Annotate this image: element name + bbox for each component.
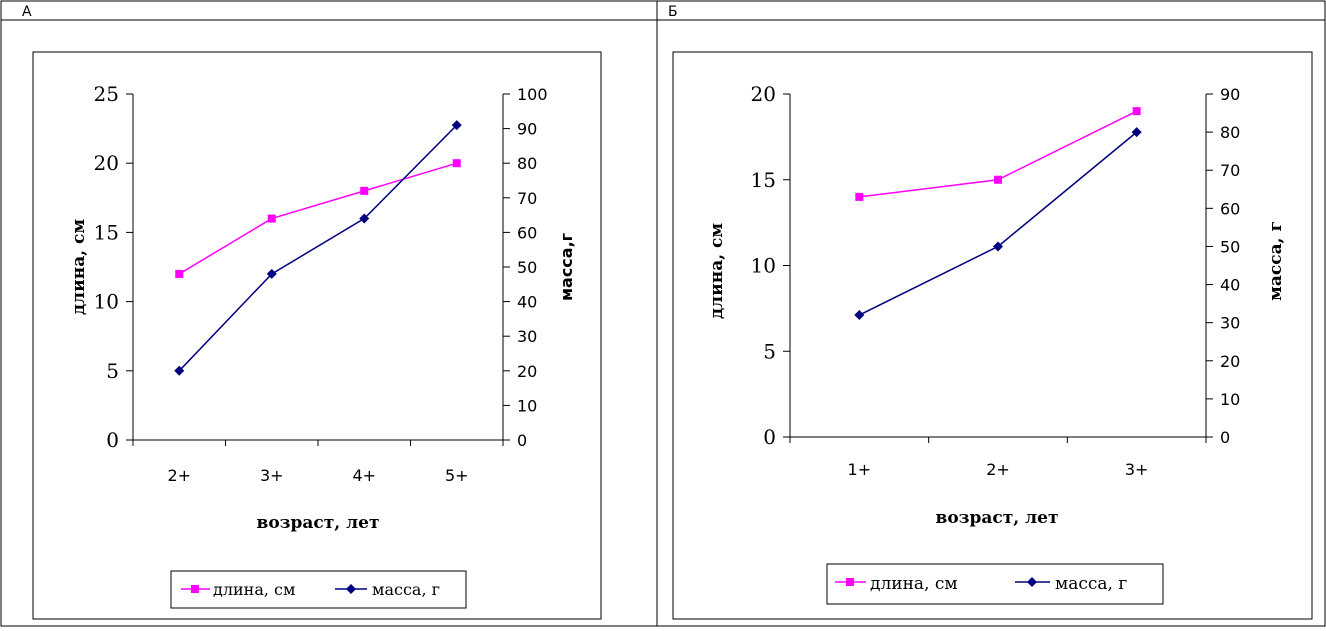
panel-label-a: А: [22, 4, 32, 20]
chart-b-y2tick-label: 90: [1220, 85, 1240, 104]
legend-a-square-marker: [191, 585, 199, 593]
chart-a-y2tick-label: 20: [517, 362, 537, 381]
chart-b-ytick-label: 15: [751, 168, 776, 192]
chart-a-y2tick-label: 100: [517, 85, 548, 104]
chart-b-y2label: масса, г: [1266, 221, 1286, 301]
chart-a-frame: [32, 51, 602, 620]
chart-a-point-mass: [266, 268, 277, 279]
chart-b-plot: 0 5 10 15 20 0 10 20 30 40 50 60 70 80 90 1+ 2+ 3+: [751, 82, 1241, 479]
chart-a-xtick-label: 4+: [352, 466, 376, 485]
chart-a-y2tick-label: 40: [517, 293, 537, 312]
chart-b-ytick-label: 20: [751, 82, 776, 106]
chart-b-ylabel: длина, см: [707, 223, 727, 320]
chart-a-ylabel: длина, см: [69, 219, 89, 316]
legend-a-label-mass: масса, г: [372, 580, 440, 599]
chart-a-y2tick-label: 10: [517, 396, 537, 415]
chart-a-ytick-label: 15: [94, 220, 119, 244]
chart-b-point-mass: [993, 241, 1003, 252]
chart-a-legend: длина, см масса, г: [170, 570, 467, 609]
chart-b-y2tick-label: 70: [1220, 161, 1240, 180]
chart-a-point-length: [452, 159, 461, 168]
chart-b-xtick-label: 2+: [986, 460, 1010, 479]
chart-b-ytick-label: 0: [763, 425, 776, 449]
chart-a-xtick-label: 5+: [445, 466, 469, 485]
chart-a-xlabel: возраст, лет: [257, 513, 380, 533]
chart-a-point-mass: [174, 365, 185, 376]
chart-a-point-mass: [359, 213, 370, 224]
chart-a-plot: 0 5 10 15 20 25 0 10 20 30 40 50 60 70 80 90 100 2+ 3+ 4+ 5+: [94, 82, 548, 485]
chart-b-point-length: [1132, 107, 1141, 116]
chart-b-y2tick-label: 10: [1220, 390, 1240, 409]
chart-b-frame: [672, 51, 1313, 620]
chart-b-xtick-label: 3+: [1125, 460, 1149, 479]
chart-a-point-length: [175, 269, 184, 278]
legend-b-diamond-marker: [1027, 577, 1037, 587]
chart-a-ytick-label: 20: [94, 151, 119, 175]
chart-a-point-length: [360, 186, 369, 195]
chart-b-point-length: [994, 175, 1002, 184]
chart-b-series-line-mass: [859, 131, 1138, 316]
legend-b-label-mass: масса, г: [1055, 574, 1127, 594]
chart-a-xtick-label: 3+: [260, 466, 284, 485]
chart-b-y2tick-label: 0: [1220, 428, 1230, 447]
legend-a-label-length: длина, см: [213, 580, 295, 599]
chart-a-xtick-label: 2+: [167, 466, 191, 485]
chart-b-series-line-length: [859, 110, 1137, 198]
chart-a-y2tick-label: 60: [517, 223, 537, 242]
chart-b-point-length: [855, 192, 864, 201]
chart-a-y2tick-label: 70: [517, 189, 537, 208]
chart-b-legend: длина, см масса, г: [826, 563, 1164, 605]
chart-b-y2tick-label: 60: [1220, 199, 1240, 218]
chart-a-series-line-length: [178, 162, 457, 275]
legend-a-diamond-marker: [346, 584, 356, 594]
chart-a-series-line-mass: [178, 124, 458, 372]
chart-b-y2tick-label: 40: [1220, 276, 1240, 295]
chart-a-y2tick-label: 80: [517, 154, 537, 173]
chart-a-y2tick-label: 50: [517, 258, 537, 277]
chart-b-xtick-label: 1+: [848, 460, 872, 479]
chart-a-ytick-label: 25: [94, 82, 119, 106]
chart-b-y2tick-label: 30: [1220, 314, 1240, 333]
chart-b-xlabel: возраст, лет: [936, 508, 1059, 528]
chart-a-point-mass: [451, 120, 462, 131]
chart-a-ytick-label: 10: [94, 290, 119, 314]
chart-b-ytick-label: 5: [763, 339, 776, 363]
chart-a-y2tick-label: 0: [517, 431, 527, 450]
chart-b-point-mass: [1131, 127, 1142, 138]
chart-b-y2tick-label: 50: [1220, 237, 1240, 256]
legend-b-label-length: длина, см: [870, 574, 958, 594]
chart-a-y2tick-label: 90: [517, 120, 537, 139]
chart-a-y2label: масса,г: [557, 233, 576, 301]
chart-b-point-mass: [854, 310, 865, 321]
chart-a-ytick-label: 0: [106, 428, 119, 452]
chart-b-y2tick-label: 80: [1220, 123, 1240, 142]
chart-b-y2tick-label: 20: [1220, 352, 1240, 371]
chart-a-ytick-label: 5: [106, 359, 119, 383]
chart-a-y2tick-label: 30: [517, 327, 537, 346]
legend-b-square-marker: [846, 578, 854, 586]
chart-a-point-length: [267, 214, 276, 223]
chart-b-ytick-label: 10: [751, 254, 776, 278]
panel-label-b: Б: [668, 4, 678, 20]
